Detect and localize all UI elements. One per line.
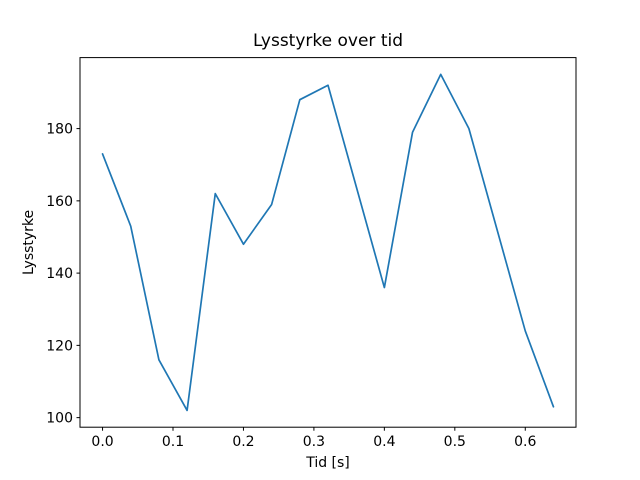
y-tick-label: 160 bbox=[46, 194, 73, 210]
data-line bbox=[101, 73, 555, 412]
y-axis-ticks: 100 120 140 160 180 bbox=[46, 122, 80, 427]
x-tick-label: 0.1 bbox=[162, 434, 184, 450]
x-axis-label: Tid [s] bbox=[305, 455, 350, 471]
y-tick-label: 140 bbox=[46, 266, 73, 282]
y-axis-label: Lysstyrke bbox=[21, 210, 37, 275]
x-tick-label: 0.3 bbox=[303, 434, 325, 450]
x-tick-label: 0.5 bbox=[444, 434, 466, 450]
y-tick-label: 180 bbox=[46, 122, 73, 138]
plot-border bbox=[79, 57, 577, 428]
x-tick-label: 0.4 bbox=[373, 434, 395, 450]
y-tick-label: 120 bbox=[46, 338, 73, 354]
y-tick-label: 100 bbox=[46, 411, 73, 427]
x-tick-label: 0.2 bbox=[232, 434, 254, 450]
chart-title: Lysstyrke over tid bbox=[253, 31, 403, 51]
x-tick-label: 0.0 bbox=[91, 434, 113, 450]
x-tick-label: 0.6 bbox=[514, 434, 536, 450]
x-axis-ticks: 0.0 0.1 0.2 0.3 0.4 0.5 0.6 bbox=[91, 427, 536, 450]
